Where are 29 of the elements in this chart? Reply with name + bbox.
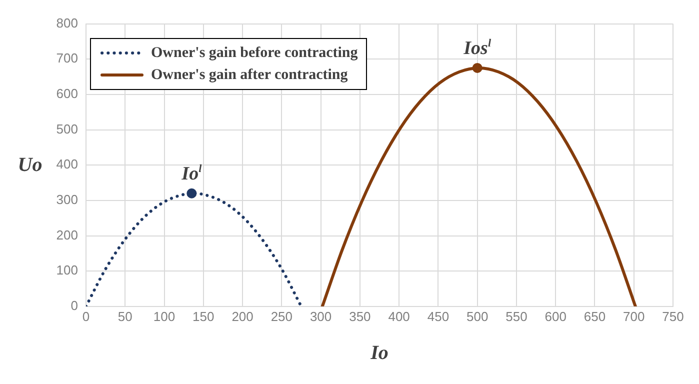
x-tick-label: 750	[662, 308, 684, 324]
legend-label: Owner's gain after contracting	[151, 66, 348, 84]
x-tick-label: 500	[466, 308, 488, 324]
x-tick-label: 350	[349, 308, 371, 324]
y-axis-title: Uo	[18, 154, 42, 176]
y-tick-label: 800	[56, 15, 78, 30]
x-tick-label: 550	[506, 308, 528, 324]
y-tick-label: 500	[56, 121, 78, 136]
x-tick-label: 50	[118, 308, 132, 324]
y-tick-label: 700	[56, 50, 78, 66]
x-tick-label: 450	[427, 308, 450, 324]
x-tick-label: 400	[388, 308, 410, 324]
x-tick-label: 100	[153, 308, 176, 324]
y-tick-label: 100	[56, 262, 78, 278]
x-tick-label: 650	[584, 308, 606, 324]
x-tick-label: 250	[270, 308, 293, 324]
x-tick-label: 0	[82, 308, 90, 324]
x-tick-label: 700	[623, 308, 645, 324]
x-tick-label: 150	[192, 308, 214, 324]
y-tick-label: 600	[56, 86, 78, 102]
x-tick-label: 200	[232, 308, 254, 324]
x-tick-label: 600	[544, 308, 566, 324]
legend-label: Owner's gain before contracting	[151, 44, 358, 62]
y-tick-label: 400	[56, 156, 78, 172]
x-tick-label: 300	[310, 308, 332, 324]
x-axis-title: Io	[370, 342, 388, 364]
y-tick-label: 200	[56, 227, 78, 242]
y-tick-label: 0	[70, 298, 78, 313]
y-tick-label: 300	[56, 192, 78, 208]
